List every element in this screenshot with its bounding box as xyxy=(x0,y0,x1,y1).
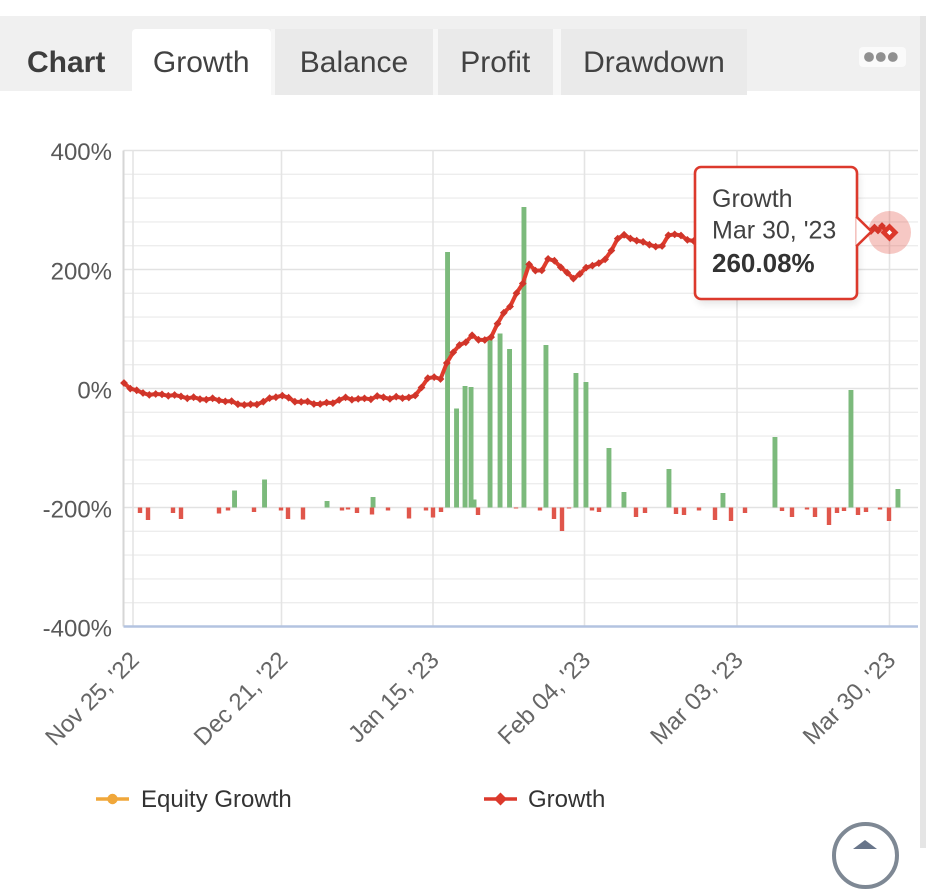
svg-text:Dec 21, '22: Dec 21, '22 xyxy=(189,647,293,751)
svg-text:Growth: Growth xyxy=(528,786,605,813)
svg-text:260.08%: 260.08% xyxy=(712,248,815,278)
svg-text:-200%: -200% xyxy=(43,497,112,524)
svg-text:Feb 04, '23: Feb 04, '23 xyxy=(493,647,596,750)
svg-text:Jan 15, '23: Jan 15, '23 xyxy=(343,647,445,749)
svg-text:400%: 400% xyxy=(51,139,112,166)
svg-text:-400%: -400% xyxy=(43,616,112,643)
svg-text:Mar 30, '23: Mar 30, '23 xyxy=(798,647,901,750)
svg-text:Nov 25, '22: Nov 25, '22 xyxy=(40,647,144,751)
svg-text:0%: 0% xyxy=(77,378,112,405)
svg-text:Growth: Growth xyxy=(712,185,793,213)
svg-text:Equity Growth: Equity Growth xyxy=(141,786,292,813)
svg-text:Mar 30, '23: Mar 30, '23 xyxy=(712,217,836,245)
svg-text:Mar 03, '23: Mar 03, '23 xyxy=(645,647,748,750)
svg-text:200%: 200% xyxy=(51,259,112,286)
